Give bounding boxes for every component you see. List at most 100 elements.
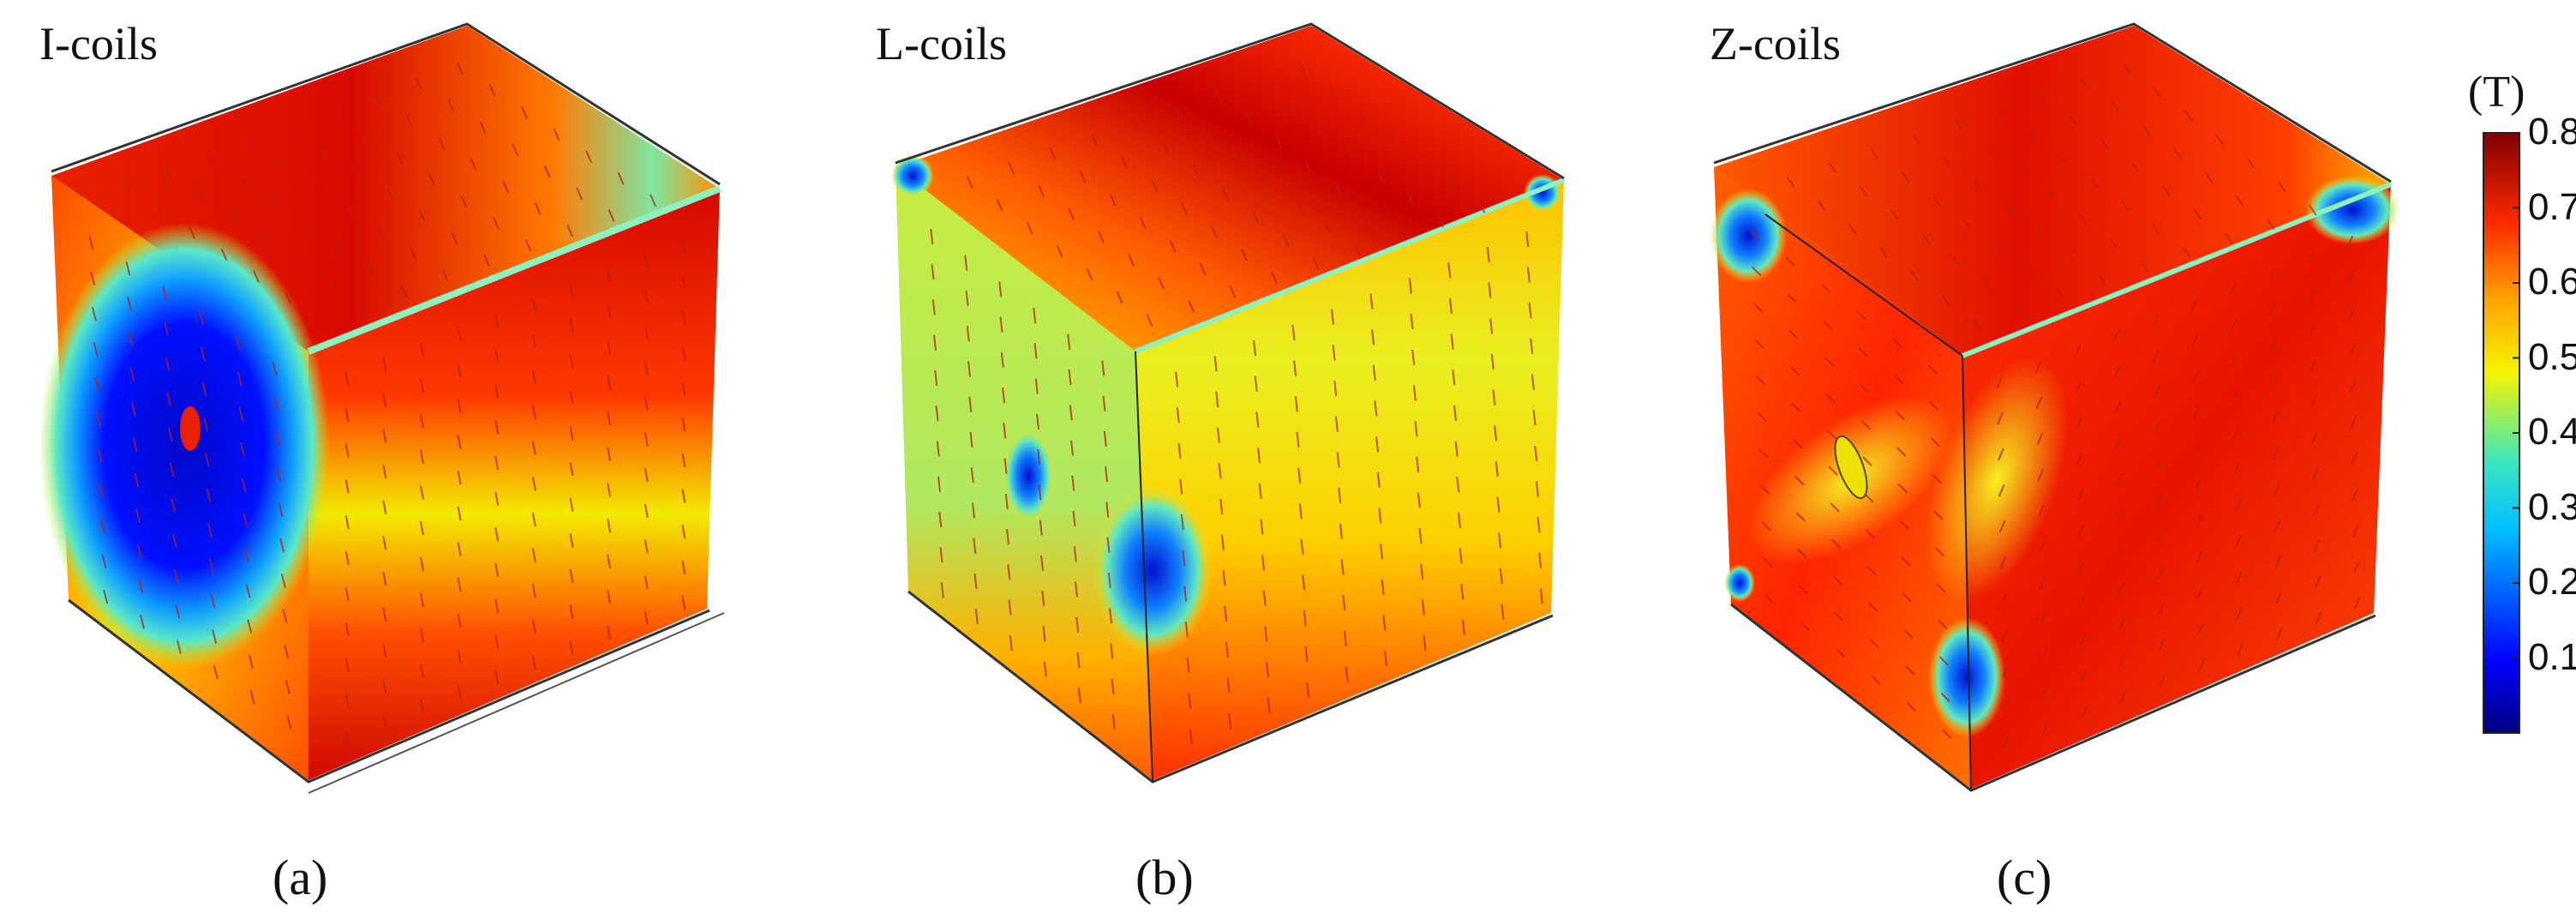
- field-arrow: [494, 670, 500, 685]
- field-arrow: [162, 285, 168, 301]
- field-arrow: [1180, 514, 1184, 531]
- panel-caption-c: (c): [1997, 850, 2052, 905]
- field-arrow: [1026, 221, 1033, 235]
- field-arrow: [1974, 180, 1983, 193]
- field-arrow: [1785, 256, 1796, 267]
- colorbar-tick-label: 0.1: [2528, 635, 2576, 678]
- field-arrow: [1421, 599, 1425, 616]
- field-arrow: [1343, 630, 1347, 646]
- field-arrow: [253, 270, 260, 284]
- field-arrow: [210, 594, 216, 609]
- field-arrow: [1821, 284, 1831, 294]
- field-arrow: [494, 420, 500, 435]
- field-arrow: [103, 589, 109, 604]
- field-arrow: [534, 201, 542, 215]
- field-arrow: [2268, 267, 2276, 280]
- field-arrow: [2233, 462, 2241, 476]
- field-arrow: [1411, 349, 1416, 365]
- field-arrow: [1825, 393, 1836, 403]
- field-arrow: [1043, 661, 1047, 677]
- field-arrow: [524, 238, 532, 252]
- field-arrow: [1258, 483, 1262, 499]
- field-arrow: [1539, 588, 1543, 604]
- field-arrow: [275, 432, 281, 447]
- field-arrow: [281, 159, 288, 172]
- colorbar: [2483, 132, 2520, 734]
- field-arrow: [1324, 219, 1331, 233]
- field-arrow: [2074, 345, 2082, 357]
- field-arrow: [1077, 688, 1081, 704]
- field-arrow: [344, 514, 350, 530]
- field-arrow: [457, 363, 462, 378]
- field-arrow: [419, 592, 424, 607]
- field-arrow: [2308, 251, 2315, 264]
- field-arrow: [569, 568, 574, 584]
- field-arrow: [2001, 628, 2009, 641]
- field-arrow: [2275, 628, 2283, 640]
- field-arrow: [2230, 282, 2237, 296]
- field-arrow: [569, 319, 574, 333]
- field-arrow: [303, 218, 311, 231]
- field-arrow: [1365, 206, 1373, 219]
- field-arrow: [934, 369, 938, 387]
- field-arrow: [1056, 244, 1063, 258]
- field-arrow: [569, 426, 574, 441]
- field-arrow: [1921, 232, 1930, 244]
- field-arrow: [2182, 246, 2191, 259]
- field-arrow: [607, 303, 612, 319]
- field-arrow: [543, 165, 551, 178]
- field-arrow: [1860, 420, 1872, 430]
- field-arrow: [1257, 76, 1264, 90]
- field-arrow: [1132, 118, 1140, 132]
- field-arrow: [238, 406, 244, 422]
- field-arrow: [198, 189, 205, 202]
- field-arrow: [1354, 243, 1361, 256]
- field-arrow: [1106, 537, 1111, 553]
- field-arrow: [1128, 253, 1135, 267]
- field-arrow: [936, 441, 940, 457]
- field-arrow: [1068, 207, 1075, 221]
- field-arrow: [1158, 276, 1165, 290]
- field-arrow: [2040, 648, 2048, 662]
- colorbar-tick-label: 0.8: [2528, 111, 2576, 153]
- low-field-region: [1710, 189, 1787, 283]
- field-arrow: [1528, 303, 1532, 319]
- field-arrow: [512, 143, 518, 156]
- field-arrow: [569, 354, 574, 369]
- field-arrow: [1300, 538, 1304, 556]
- field-arrow: [576, 187, 583, 201]
- field-arrow: [1856, 310, 1867, 321]
- field-arrow: [1494, 425, 1498, 441]
- field-arrow: [569, 604, 574, 619]
- field-arrow: [2158, 638, 2166, 652]
- field-arrow: [494, 313, 500, 327]
- field-arrow: [99, 519, 105, 533]
- field-arrow: [280, 574, 286, 588]
- field-arrow: [1072, 510, 1076, 527]
- field-arrow: [173, 568, 179, 584]
- field-arrow: [2236, 607, 2244, 620]
- field-arrow: [2100, 138, 2109, 150]
- field-arrow: [531, 333, 536, 348]
- field-arrow: [1452, 369, 1456, 386]
- field-arrow: [2076, 453, 2083, 466]
- field-arrow: [2077, 525, 2085, 538]
- field-arrow: [457, 399, 462, 414]
- field-arrow: [1034, 378, 1039, 394]
- field-arrow: [1864, 493, 1874, 503]
- field-arrow: [1222, 570, 1226, 586]
- field-arrow: [1102, 395, 1106, 411]
- field-arrow: [419, 520, 424, 536]
- field-arrow: [2346, 235, 2354, 249]
- field-arrow: [1830, 538, 1842, 549]
- field-arrow: [2349, 380, 2357, 393]
- field-arrow: [419, 342, 424, 357]
- field-arrow: [2230, 318, 2238, 332]
- field-arrow: [291, 122, 297, 135]
- field-arrow: [294, 255, 302, 268]
- field-arrow: [90, 271, 96, 286]
- field-arrow: [1489, 318, 1494, 334]
- field-arrow: [457, 62, 464, 75]
- field-arrow: [1006, 529, 1009, 545]
- field-arrow: [2067, 251, 2076, 263]
